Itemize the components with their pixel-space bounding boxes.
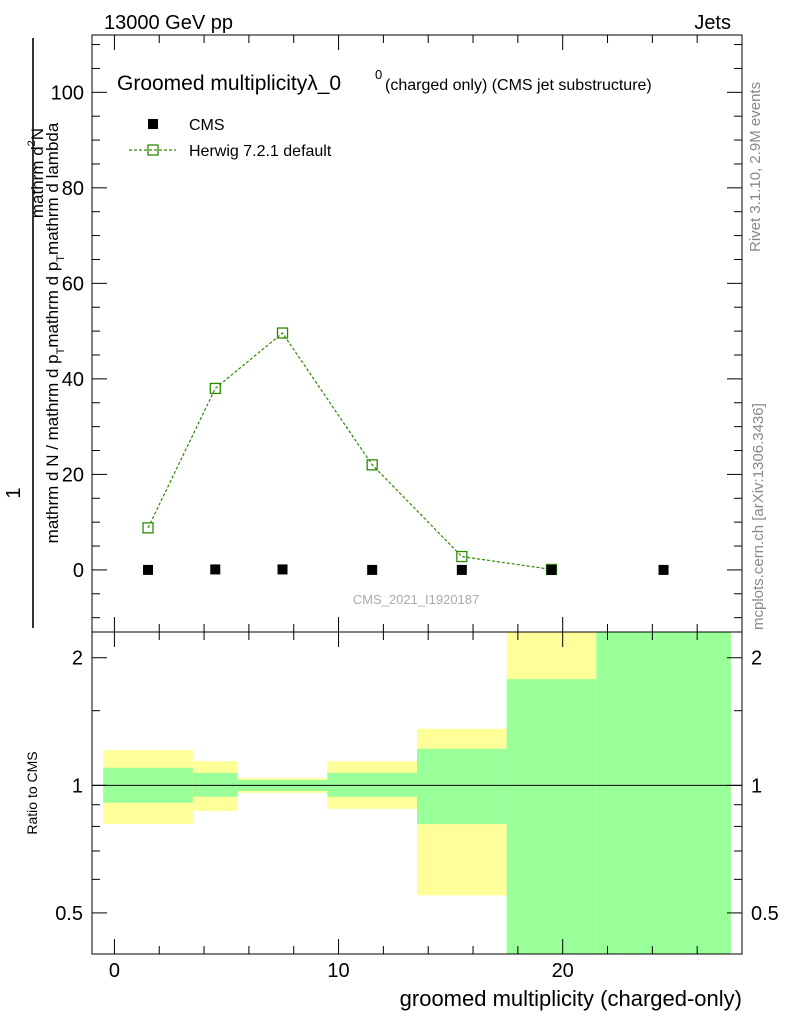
mcplots-label: mcplots.cern.ch [arXiv:1306.3436] bbox=[750, 403, 767, 630]
ratio-ylabel: Ratio to CMS bbox=[24, 751, 40, 834]
legend-herwig-marker bbox=[147, 144, 159, 156]
ratio-xtick-label: 10 bbox=[327, 960, 349, 982]
herwig-point bbox=[366, 459, 378, 471]
ratio-ytick-label-right: 2 bbox=[751, 648, 762, 670]
cms-point bbox=[367, 564, 378, 575]
ratio-xtick-label: 20 bbox=[552, 960, 574, 982]
main-y-axis: 0 20 40 60 80 100 bbox=[51, 44, 742, 619]
cms-point bbox=[277, 564, 288, 575]
cms-point bbox=[210, 564, 221, 575]
energy-label: 13000 GeV pp bbox=[104, 12, 233, 34]
cms-point bbox=[456, 564, 467, 575]
legend: CMS Herwig 7.2.1 default bbox=[129, 117, 332, 160]
main-ytick-label: 80 bbox=[62, 178, 84, 200]
main-ytick-label: 0 bbox=[73, 560, 84, 582]
herwig-point bbox=[142, 522, 154, 534]
ratio-ytick-label-right: 0.5 bbox=[751, 903, 779, 925]
herwig-point bbox=[276, 327, 289, 339]
ratio-x-axis: 0 10 20 bbox=[109, 632, 698, 982]
analysis-watermark: CMS_2021_I1920187 bbox=[353, 592, 480, 607]
x-axis-label: groomed multiplicity (charged-only) bbox=[400, 986, 742, 1011]
main-x-ticks bbox=[113, 35, 698, 632]
ratio-bands bbox=[103, 632, 731, 954]
ylabel-denominator-rest-sub: T bbox=[55, 255, 67, 262]
plot-title: Groomed multiplicityλ_0 0 (charged only)… bbox=[117, 67, 652, 95]
cms-point bbox=[546, 564, 557, 575]
rivet-label: Rivet 3.1.10, 2.9M events bbox=[747, 82, 764, 252]
ratio-band-inner bbox=[506, 679, 597, 954]
herwig-point bbox=[456, 550, 468, 563]
ratio-band-inner bbox=[327, 772, 417, 797]
title-suffix: (charged only) (CMS jet substructure) bbox=[385, 77, 652, 94]
herwig-series bbox=[142, 327, 558, 576]
ratio-band-inner bbox=[596, 632, 731, 954]
legend-cms-label: CMS bbox=[189, 117, 225, 134]
title-superscript: 0 bbox=[375, 67, 382, 82]
ratio-band-inner bbox=[417, 748, 507, 825]
main-ylabel: 1 mathrm d2N mathrm d N / mathrm d pTmat… bbox=[3, 38, 67, 628]
legend-cms-marker bbox=[148, 119, 158, 129]
ylabel-denominator-rest: mathrm d p bbox=[43, 262, 62, 348]
herwig-point bbox=[209, 382, 221, 395]
main-ytick-label: 20 bbox=[62, 464, 84, 486]
ratio-ytick-label-left: 1 bbox=[72, 775, 83, 797]
cms-point bbox=[658, 564, 669, 575]
legend-herwig-label: Herwig 7.2.1 default bbox=[189, 143, 332, 160]
ratio-xtick-label: 0 bbox=[109, 960, 120, 982]
cms-point bbox=[143, 564, 154, 575]
ylabel-denominator-tail: mathrm d lambda bbox=[43, 122, 62, 255]
ratio-ytick-label-left: 0.5 bbox=[55, 903, 83, 925]
cms-series bbox=[143, 564, 669, 575]
main-ytick-label: 100 bbox=[51, 82, 84, 104]
main-ytick-label: 40 bbox=[62, 369, 84, 391]
ratio-y-axis: 0.5 0.5 1 1 2 2 bbox=[55, 648, 779, 925]
title-main: Groomed multiplicityλ_0 bbox=[117, 72, 341, 95]
ylabel-denominator-main: mathrm d N / mathrm d p bbox=[43, 354, 62, 543]
ratio-ytick-label-right: 1 bbox=[751, 775, 762, 797]
ylabel-top-sup: 2 bbox=[26, 140, 38, 146]
ylabel-denominator: mathrm d N / mathrm d pTmathrm d pTmathr… bbox=[43, 122, 67, 543]
ylabel-denominator-sub: T bbox=[55, 347, 67, 354]
ylabel-numerator: 1 bbox=[3, 487, 25, 498]
main-ytick-label: 60 bbox=[62, 273, 84, 295]
ratio-band-inner bbox=[192, 772, 238, 797]
ratio-ytick-label-left: 2 bbox=[72, 648, 83, 670]
ratio-plot-frame bbox=[91, 631, 743, 955]
herwig-line bbox=[147, 332, 552, 571]
jets-label: Jets bbox=[694, 12, 731, 34]
